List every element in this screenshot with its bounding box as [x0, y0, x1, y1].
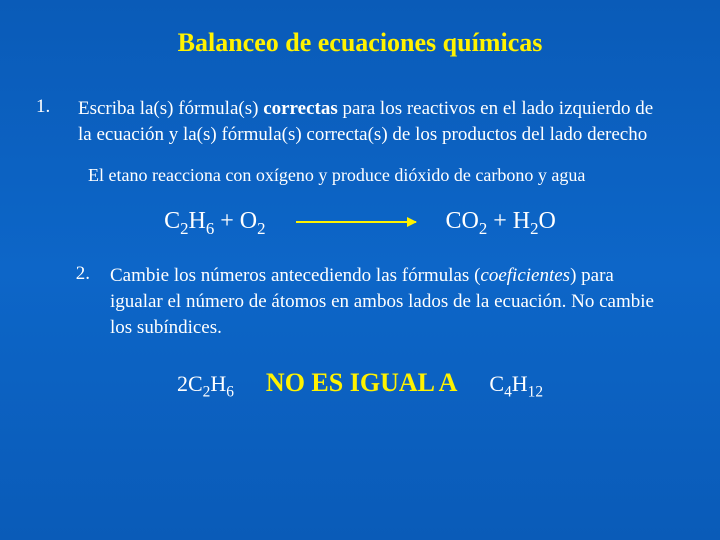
chemical-equation: C2H6 + O2 CO2 + H2O — [30, 208, 690, 235]
step-2-text: Cambie los números antecediendo las fórm… — [110, 263, 690, 340]
step-1-bold: correctas — [263, 98, 338, 119]
formula-right: C4H12 — [489, 371, 543, 397]
step-1: 1. Escriba la(s) fórmula(s) correctas pa… — [30, 96, 690, 147]
slide-container: Balanceo de ecuaciones químicas 1. Escri… — [0, 0, 720, 540]
products: CO2 + H2O — [446, 208, 556, 235]
slide-title: Balanceo de ecuaciones químicas — [30, 28, 690, 58]
step-2-number: 2. — [56, 263, 110, 340]
not-equal-warning: NO ES IGUAL A — [266, 368, 457, 398]
formula-left: 2C2H6 — [177, 371, 234, 397]
reaction-description: El etano reacciona con oxígeno y produce… — [88, 165, 690, 186]
step-1-text: Escriba la(s) fórmula(s) correctas para … — [78, 96, 690, 147]
reactants: C2H6 + O2 — [164, 208, 265, 235]
reaction-arrow-icon — [296, 221, 416, 223]
step-1-pre: Escriba la(s) fórmula(s) — [78, 98, 263, 119]
step-2: 2. Cambie los números antecediendo las f… — [56, 263, 690, 340]
comparison-row: 2C2H6 NO ES IGUAL A C4H12 — [30, 368, 690, 398]
step-2-italic: coeficientes — [480, 265, 570, 286]
step-1-number: 1. — [30, 96, 78, 147]
step-2-pre: Cambie los números antecediendo las fórm… — [110, 265, 480, 286]
